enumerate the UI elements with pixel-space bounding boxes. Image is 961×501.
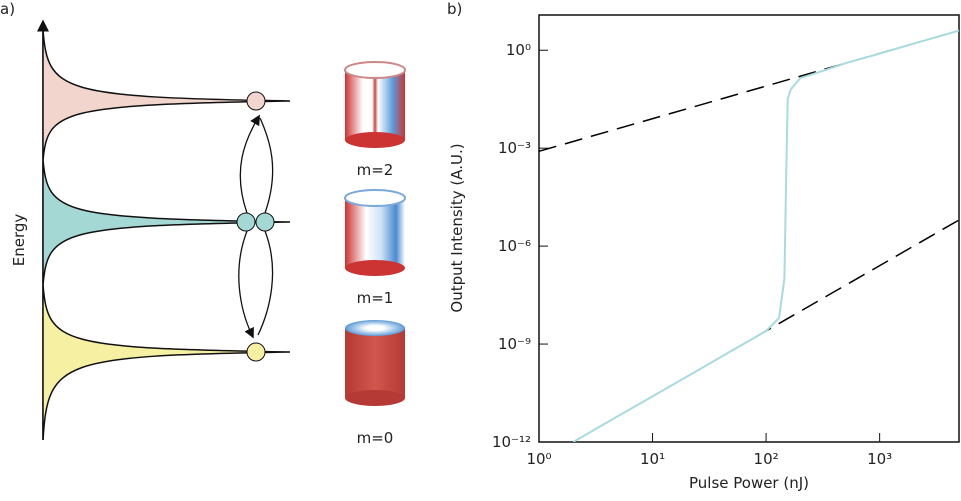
x-tick-label: 10³	[867, 450, 892, 468]
particle	[255, 212, 275, 232]
mode-label: m=0	[357, 429, 394, 447]
series-line	[572, 29, 959, 442]
transition-arrow	[238, 230, 254, 339]
mode-label: m=2	[357, 161, 394, 179]
y-axis-label: Output Intensity (A.U.)	[448, 143, 466, 312]
transition-arrow	[257, 230, 274, 336]
mode-m0: m=0	[345, 320, 405, 447]
plot-frame	[538, 14, 960, 443]
y-tick-label: 10⁰	[506, 41, 531, 59]
particle	[236, 212, 256, 232]
y-tick-label: 10⁻¹²	[492, 433, 531, 451]
mode-label: m=1	[357, 289, 394, 307]
axis-label: Energy	[10, 214, 28, 267]
panel-label: b)	[447, 0, 462, 18]
x-tick-label: 10⁰	[526, 450, 551, 468]
level-peak	[42, 159, 291, 286]
y-tick-label: 10⁻³	[498, 139, 531, 157]
transition-arrow	[259, 117, 274, 214]
mode-m2: m=2	[344, 61, 406, 179]
particle	[246, 91, 266, 111]
x-tick-label: 10¹	[640, 450, 665, 468]
series-line	[731, 219, 959, 352]
particle	[246, 342, 266, 362]
mode-m1: m=1	[344, 189, 406, 307]
x-axis-label: Pulse Power (nJ)	[689, 474, 809, 492]
panel-b: b) Pulse Power (nJ) Output Intensity (A.…	[447, 0, 960, 492]
x-tick-label: 10²	[754, 450, 779, 468]
level-peak	[42, 284, 291, 441]
transition-arrow	[239, 114, 260, 214]
level-peak	[42, 29, 291, 161]
panel-a: a) Energy m=2 m=1 m=0	[0, 0, 406, 447]
y-tick-label: 10⁻⁹	[498, 335, 531, 353]
y-tick-label: 10⁻⁶	[498, 237, 531, 255]
panel-label: a)	[0, 0, 15, 18]
